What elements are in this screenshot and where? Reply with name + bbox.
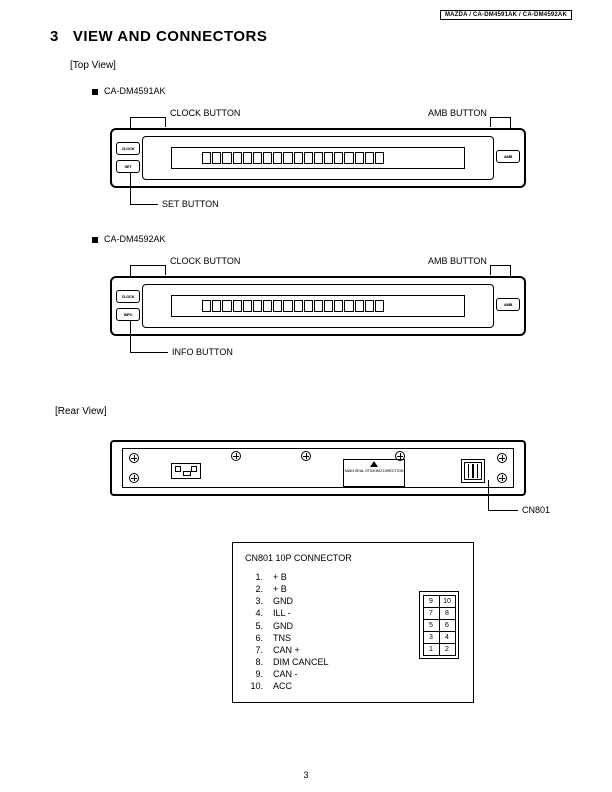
model2-name: CA-DM4592AK: [92, 234, 166, 244]
lead-line: [490, 265, 510, 266]
lead-line: [165, 265, 166, 275]
model1-set-callout: SET BUTTON: [162, 199, 219, 209]
device-bezel: [142, 284, 494, 328]
display-area: [171, 295, 465, 317]
connector-pinout-box: CN801 10P CONNECTOR 1.+ B 2.+ B 3.GND 4.…: [232, 542, 474, 703]
model2-clock-button: CLOCK: [116, 290, 140, 303]
lead-line: [490, 117, 510, 118]
model1-amb-callout: AMB BUTTON: [428, 108, 487, 118]
screw-icon: [497, 453, 507, 463]
screw-icon: [129, 473, 139, 483]
lead-line: [490, 265, 491, 275]
screw-icon: [231, 451, 241, 461]
arrow-up-icon: [370, 461, 378, 467]
screw-icon: [301, 451, 311, 461]
model1-set-button: SET: [116, 160, 140, 173]
lead-line: [130, 320, 131, 352]
lead-line: [165, 117, 166, 127]
header-model-box: MAZDA / CA-DM4591AK / CA-DM4592AK: [440, 10, 572, 20]
model2-info-callout: INFO BUTTON: [172, 347, 233, 357]
lead-line: [130, 117, 165, 118]
display-area: [171, 147, 465, 169]
pin-row: 10.ACC: [245, 680, 461, 692]
lead-line: [130, 352, 168, 353]
screw-icon: [497, 473, 507, 483]
rear-port: [171, 463, 201, 479]
bullet-icon: [92, 89, 98, 95]
cn801-connector: [461, 459, 485, 483]
lead-line: [488, 480, 489, 510]
model2-info-button: INFO: [116, 308, 140, 321]
pin-row: 1.+ B: [245, 571, 461, 583]
device-bezel: [142, 136, 494, 180]
connector-title: CN801 10P CONNECTOR: [245, 553, 461, 563]
section-title: 3 VIEW AND CONNECTORS: [50, 28, 267, 45]
section-heading: VIEW AND CONNECTORS: [73, 28, 268, 45]
seal-direction-label: MAIN SEAL STICKING DIRECTION: [343, 459, 405, 487]
rear-panel: MAIN SEAL STICKING DIRECTION: [110, 440, 526, 496]
pin-diagram: 910 78 56 34 12: [419, 591, 459, 659]
model1-amb-button: AMB: [496, 150, 520, 163]
segment-row: [202, 152, 384, 164]
model1-clock-button: CLOCK: [116, 142, 140, 155]
model2-amb-callout: AMB BUTTON: [428, 256, 487, 266]
model2-clock-callout: CLOCK BUTTON: [170, 256, 240, 266]
rear-view-label: [Rear View]: [55, 406, 107, 417]
model1-clock-callout: CLOCK BUTTON: [170, 108, 240, 118]
pin-row: 9.CAN -: [245, 668, 461, 680]
page-number: 3: [0, 770, 612, 780]
lead-line: [130, 172, 131, 204]
model1-name: CA-DM4591AK: [92, 86, 166, 96]
section-number: 3: [50, 28, 59, 45]
lead-line: [130, 204, 158, 205]
model2-amb-button: AMB: [496, 298, 520, 311]
segment-row: [202, 300, 384, 312]
rear-inner: MAIN SEAL STICKING DIRECTION: [122, 448, 514, 488]
top-view-label: [Top View]: [70, 60, 116, 71]
lead-line: [488, 510, 518, 511]
lead-line: [130, 265, 165, 266]
screw-icon: [129, 453, 139, 463]
model1-front-panel: CLOCK SET AMB: [110, 128, 526, 188]
model2-front-panel: CLOCK INFO AMB: [110, 276, 526, 336]
lead-line: [490, 117, 491, 127]
cn801-callout: CN801: [522, 505, 550, 515]
bullet-icon: [92, 237, 98, 243]
